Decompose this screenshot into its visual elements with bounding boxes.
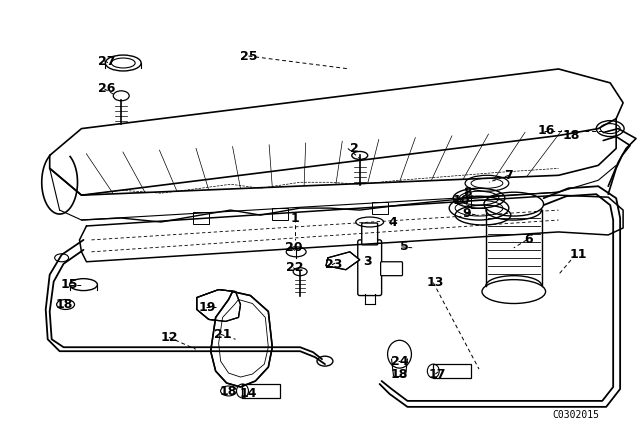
Polygon shape [196,289,241,321]
Text: 17: 17 [429,367,446,380]
Text: 18: 18 [56,298,74,311]
Text: 6: 6 [524,233,533,246]
Ellipse shape [486,200,541,220]
Bar [433,364,471,378]
Text: 27: 27 [97,55,115,68]
Text: 3: 3 [364,255,372,268]
Text: 1: 1 [291,211,300,224]
Ellipse shape [57,300,74,310]
FancyBboxPatch shape [358,240,381,296]
Text: 23: 23 [325,258,342,271]
Bar [471,196,487,208]
Ellipse shape [486,276,541,296]
Polygon shape [211,292,272,387]
Bar [272,208,288,220]
Text: 18: 18 [391,367,408,380]
Bar [193,212,209,224]
Text: 13: 13 [427,276,444,289]
Text: 22: 22 [287,261,304,274]
Ellipse shape [484,192,543,216]
Text: 14: 14 [240,388,257,401]
FancyBboxPatch shape [381,262,403,276]
Text: 2: 2 [351,142,359,155]
Text: 4: 4 [388,215,397,228]
Text: 19: 19 [199,301,216,314]
Ellipse shape [106,55,141,71]
Text: 5: 5 [400,241,409,254]
Text: 7: 7 [504,169,513,182]
Text: 9: 9 [463,207,472,220]
Ellipse shape [482,280,545,303]
Ellipse shape [70,279,97,291]
Text: 26: 26 [98,82,115,95]
Ellipse shape [596,121,624,137]
Bar [243,384,280,398]
Text: 25: 25 [240,50,257,63]
Text: 16: 16 [538,124,556,137]
Polygon shape [326,252,360,270]
Text: 20: 20 [285,241,303,254]
Text: 8: 8 [463,186,472,199]
Text: 11: 11 [570,248,587,261]
Text: 18: 18 [563,129,580,142]
Text: 10: 10 [452,194,470,207]
Text: C0302015: C0302015 [553,410,600,420]
Text: 21: 21 [214,328,231,341]
Text: 12: 12 [160,331,178,344]
Text: 18: 18 [220,385,237,398]
Text: 24: 24 [391,355,408,368]
Bar [372,202,388,214]
Text: 15: 15 [61,278,78,291]
FancyBboxPatch shape [362,223,378,245]
